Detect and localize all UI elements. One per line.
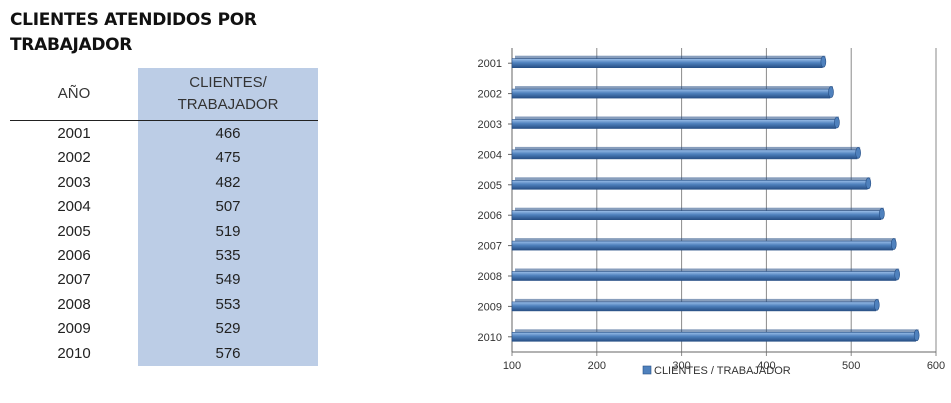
y-tick-label: 2006	[478, 210, 502, 222]
row-year: 2004	[57, 198, 91, 216]
row-year: 2001	[57, 125, 91, 142]
bar	[511, 240, 894, 251]
bar-end-cap	[855, 147, 861, 159]
bar-end-cap	[873, 299, 880, 311]
bar-end-cap	[890, 238, 897, 250]
x-tick-label: 300	[672, 360, 690, 372]
row-year: 2010	[57, 344, 91, 362]
row-value: 529	[215, 320, 241, 338]
row-year: 2006	[57, 246, 91, 264]
table-row: 2005 519	[10, 220, 318, 244]
x-tick-label: 200	[588, 360, 606, 372]
bar-end-cap	[834, 116, 840, 129]
bar	[511, 88, 831, 99]
y-tick-label: 2001	[478, 58, 502, 70]
column-header-clients: CLIENTES/ TRABAJADOR	[138, 68, 318, 124]
table-row: 2001 466	[10, 122, 318, 146]
table-body: 2001 466 2002 475 2003 482 2004 507 2005 519 …	[10, 122, 318, 366]
row-year: 2005	[57, 222, 91, 240]
legend-swatch	[642, 365, 652, 375]
bar-end-cap	[894, 268, 900, 281]
bar	[511, 210, 882, 220]
table-row: 2004 507	[10, 195, 318, 219]
y-tick-label: 2010	[478, 332, 502, 344]
row-value: 466	[215, 125, 241, 142]
data-table: AÑO CLIENTES/ TRABAJADOR 2001 466 2002 475…	[10, 68, 318, 366]
y-tick-label: 2007	[478, 241, 502, 253]
column-header-year: AÑO	[57, 85, 91, 102]
bar-end-cap	[828, 86, 834, 98]
row-value: 535	[215, 246, 241, 264]
column-header-clients-line1: CLIENTES/	[189, 74, 267, 91]
x-tick-label: 100	[503, 360, 521, 372]
bar	[511, 301, 877, 312]
row-year: 2007	[57, 271, 91, 289]
row-value: 507	[215, 198, 241, 216]
x-tick-label: 500	[842, 360, 860, 372]
table-row: 2009 529	[10, 317, 318, 341]
bar-chart: 100 200 300 400 500 600 2001 2002 2003 2004 2005 20…	[478, 48, 945, 377]
column-header-clients-line2: TRABAJADOR	[177, 96, 279, 113]
table-row: 2002 475	[10, 146, 318, 170]
table-row: 2010 576	[10, 342, 318, 366]
row-value: 519	[215, 222, 241, 240]
y-tick-label: 2008	[478, 271, 502, 283]
y-tick-label: 2009	[478, 301, 502, 313]
bar-end-cap	[865, 177, 872, 190]
page-title: CLIENTES ATENDIDOS POR TRABAJADOR	[10, 10, 257, 55]
x-tick-label: 600	[927, 360, 945, 372]
bar	[511, 271, 897, 281]
row-value: 475	[215, 149, 241, 167]
row-value: 576	[215, 344, 241, 362]
bar	[511, 149, 858, 160]
bar	[511, 331, 916, 342]
row-year: 2008	[57, 295, 91, 313]
row-year: 2009	[57, 320, 91, 338]
y-tick-label: 2003	[478, 119, 502, 131]
x-tick-label: 400	[757, 360, 775, 372]
bar	[511, 58, 823, 69]
table-row: 2007 549	[10, 268, 318, 292]
bar	[511, 180, 868, 190]
table-row: 2003 482	[10, 171, 318, 195]
table-header-rule	[10, 120, 318, 121]
y-tick-label: 2004	[478, 149, 502, 161]
row-value: 549	[215, 271, 241, 289]
legend-label: CLIENTES / TRABAJADOR	[654, 365, 791, 377]
table-highlight-column	[138, 68, 318, 366]
y-tick-label: 2005	[478, 180, 502, 192]
bar	[511, 119, 837, 129]
row-value: 482	[215, 173, 241, 191]
table-row: 2008 553	[10, 293, 318, 317]
row-year: 2003	[57, 173, 91, 191]
bar-end-cap	[879, 207, 885, 220]
bar-end-cap	[913, 329, 920, 342]
row-year: 2002	[57, 149, 91, 167]
y-tick-label: 2002	[478, 89, 502, 101]
bar-end-cap	[820, 55, 827, 68]
table-row: 2006 535	[10, 244, 318, 268]
row-value: 553	[215, 295, 241, 313]
